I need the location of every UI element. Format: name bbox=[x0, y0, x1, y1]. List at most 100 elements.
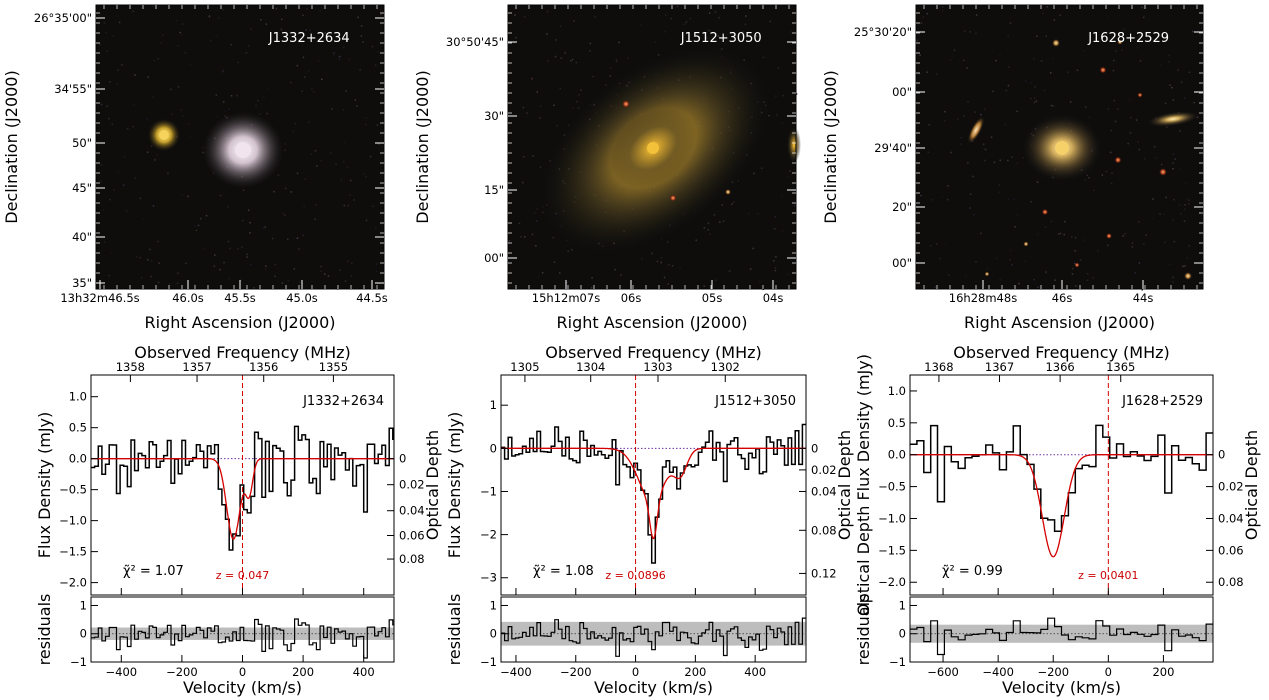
noise-pixel bbox=[762, 56, 765, 59]
noise-pixel bbox=[774, 269, 777, 272]
ra-tick-label: 16h28m48s bbox=[949, 291, 1017, 305]
noise-pixel bbox=[1036, 35, 1038, 37]
noise-pixel bbox=[566, 281, 568, 284]
noise-pixel bbox=[1005, 89, 1008, 92]
noise-pixel bbox=[350, 179, 352, 182]
noise-pixel bbox=[181, 34, 183, 36]
noise-pixel bbox=[1138, 262, 1141, 264]
image-panel-2: J1512+3050 30°50'45" 30" 15" 00" 15h12m07s 06s… bbox=[413, 4, 801, 332]
noise-pixel bbox=[275, 7, 278, 10]
noise-pixel bbox=[156, 154, 158, 156]
noise-pixel bbox=[541, 272, 544, 274]
noise-pixel bbox=[522, 181, 524, 184]
noise-pixel bbox=[1033, 278, 1035, 281]
noise-pixel bbox=[1184, 208, 1186, 211]
noise-pixel bbox=[573, 20, 575, 22]
noise-pixel bbox=[113, 189, 115, 191]
flux-tick-label: 1.0 bbox=[888, 384, 906, 398]
noise-pixel bbox=[1084, 179, 1086, 181]
noise-pixel bbox=[324, 32, 326, 34]
noise-pixel bbox=[1168, 61, 1170, 63]
noise-pixel bbox=[657, 54, 660, 56]
noise-pixel bbox=[1165, 196, 1167, 199]
noise-pixel bbox=[112, 35, 115, 38]
noise-pixel bbox=[781, 230, 784, 232]
noise-pixel bbox=[1059, 232, 1062, 235]
noise-pixel bbox=[245, 52, 248, 54]
noise-pixel bbox=[380, 14, 382, 16]
noise-pixel bbox=[1105, 170, 1108, 173]
noise-pixel bbox=[103, 21, 106, 24]
noise-pixel bbox=[146, 151, 149, 153]
noise-pixel bbox=[287, 238, 289, 240]
noise-pixel bbox=[311, 87, 313, 90]
noise-pixel bbox=[1143, 243, 1145, 245]
noise-pixel bbox=[1016, 162, 1018, 165]
noise-pixel bbox=[1124, 233, 1126, 235]
noise-pixel bbox=[577, 107, 580, 109]
noise-pixel bbox=[654, 41, 656, 43]
noise-pixel bbox=[1107, 15, 1109, 17]
noise-pixel bbox=[123, 155, 126, 158]
noise-pixel bbox=[1033, 101, 1036, 104]
noise-pixel bbox=[591, 277, 593, 279]
noise-pixel bbox=[1152, 198, 1154, 200]
noise-pixel bbox=[708, 29, 710, 32]
noise-pixel bbox=[999, 54, 1001, 56]
noise-pixel bbox=[536, 220, 538, 222]
flux-tick-label: 0.0 bbox=[69, 452, 87, 466]
field-star bbox=[725, 189, 731, 195]
noise-pixel bbox=[774, 267, 777, 269]
frequency-tick-label: 1355 bbox=[319, 360, 348, 374]
noise-pixel bbox=[153, 59, 156, 62]
noise-pixel bbox=[594, 16, 596, 18]
noise-pixel bbox=[353, 199, 355, 201]
noise-pixel bbox=[547, 60, 549, 62]
residual-data bbox=[910, 617, 1213, 656]
velocity-tick-label: −200 bbox=[560, 665, 592, 679]
noise-pixel bbox=[918, 72, 921, 75]
noise-pixel bbox=[1011, 156, 1013, 158]
noise-pixel bbox=[109, 81, 111, 83]
noise-pixel bbox=[308, 121, 310, 123]
noise-pixel bbox=[747, 212, 750, 215]
noise-pixel bbox=[1186, 257, 1188, 259]
flux-tick-label: −3 bbox=[480, 571, 497, 585]
noise-pixel bbox=[998, 184, 1001, 186]
noise-pixel bbox=[737, 180, 740, 182]
noise-pixel bbox=[342, 109, 345, 111]
noise-pixel bbox=[360, 25, 363, 27]
noise-pixel bbox=[1192, 30, 1194, 33]
noise-pixel bbox=[147, 76, 149, 78]
noise-pixel bbox=[340, 178, 342, 181]
noise-pixel bbox=[795, 93, 798, 95]
noise-pixel bbox=[309, 29, 311, 32]
noise-pixel bbox=[943, 120, 946, 122]
noise-pixel bbox=[781, 122, 783, 124]
noise-pixel bbox=[944, 110, 946, 113]
noise-pixel bbox=[1138, 221, 1140, 223]
noise-pixel bbox=[1160, 64, 1162, 66]
noise-pixel bbox=[218, 17, 220, 19]
frequency-tick-label: 1356 bbox=[249, 360, 278, 374]
noise-pixel bbox=[707, 229, 709, 231]
frequency-tick-label: 1305 bbox=[510, 360, 539, 374]
noise-pixel bbox=[609, 67, 612, 69]
noise-pixel bbox=[614, 268, 616, 271]
noise-pixel bbox=[1172, 219, 1174, 221]
noise-pixel bbox=[759, 281, 761, 283]
noise-pixel bbox=[335, 163, 337, 165]
noise-pixel bbox=[347, 204, 349, 207]
noise-pixel bbox=[133, 103, 135, 106]
residual-tick-label: 0 bbox=[80, 627, 87, 641]
noise-pixel bbox=[1030, 97, 1032, 100]
noise-pixel bbox=[531, 77, 533, 80]
noise-pixel bbox=[346, 166, 349, 169]
noise-pixel bbox=[246, 256, 248, 258]
noise-pixel bbox=[993, 161, 996, 163]
noise-pixel bbox=[202, 248, 205, 250]
noise-pixel bbox=[293, 268, 296, 270]
noise-pixel bbox=[290, 191, 292, 193]
velocity-axis-label: Velocity (km/s) bbox=[1002, 678, 1121, 697]
noise-pixel bbox=[302, 14, 304, 16]
